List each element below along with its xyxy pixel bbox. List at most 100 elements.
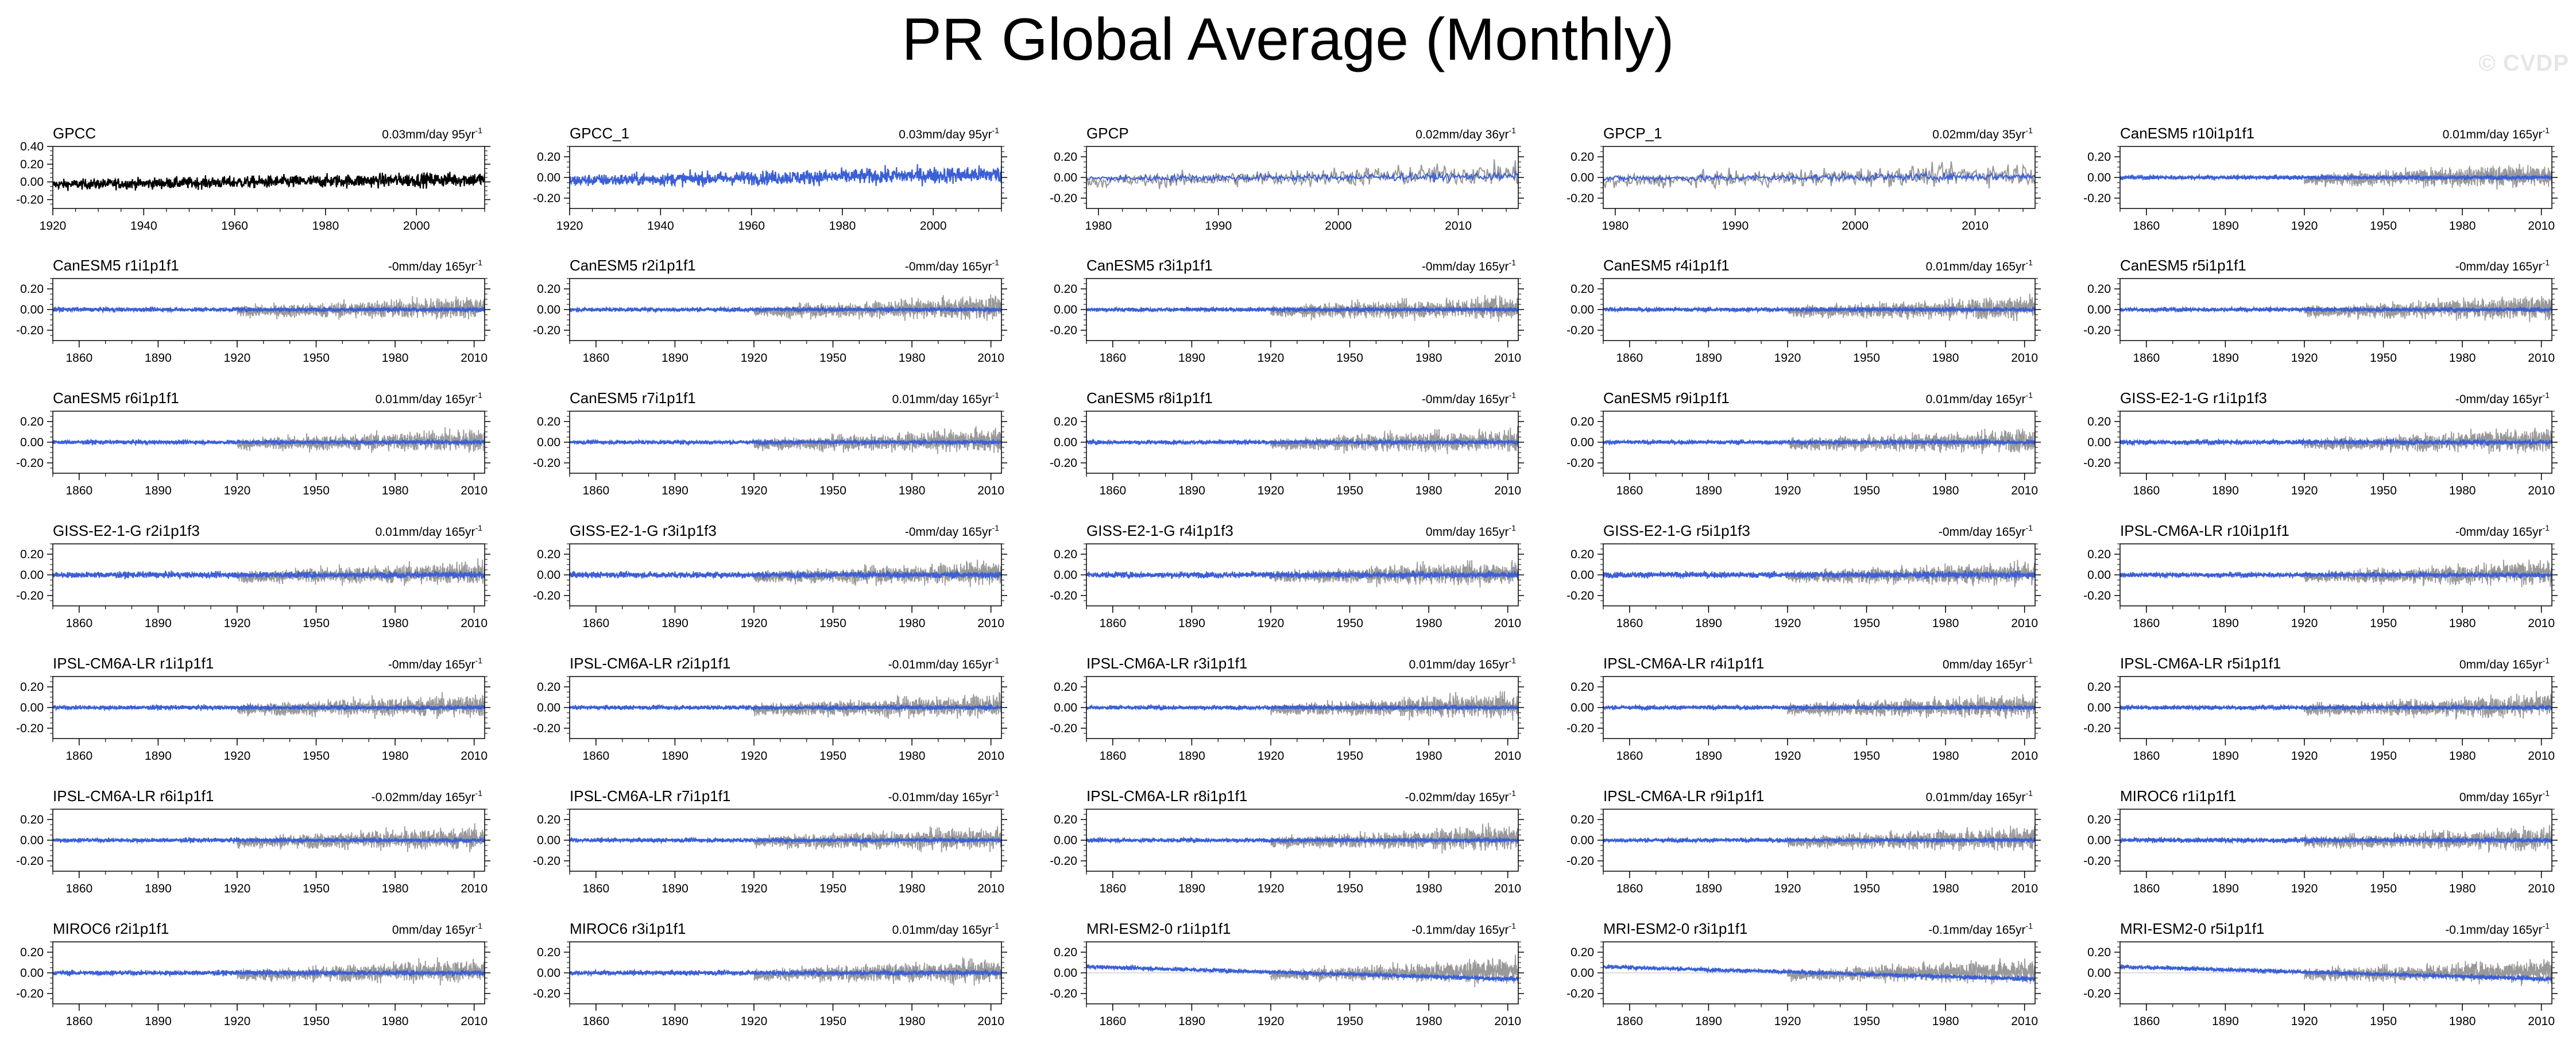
series-line (2120, 703, 2552, 712)
y-tick-label: 0.20 (1054, 813, 1077, 826)
panel-trend: 0.01mm/day 165yr-1 (376, 523, 483, 539)
x-tick-label: 2010 (2528, 882, 2555, 895)
obs-series-line (237, 427, 485, 453)
x-tick-label: 2010 (2011, 484, 2038, 497)
x-tick-label: 1950 (1853, 617, 1880, 630)
x-tick-label: 1950 (1336, 1015, 1363, 1028)
x-tick-label: 1890 (145, 882, 172, 895)
x-tick-label: 1860 (65, 617, 92, 630)
x-tick-label: 1860 (1616, 351, 1643, 365)
y-tick-label: 0.20 (1571, 283, 1594, 296)
panel-title: IPSL-CM6A-LR r4i1p1f1 (1603, 655, 1764, 672)
x-tick-label: 1860 (65, 351, 92, 365)
series-line (570, 570, 1001, 580)
y-tick-label: 0.00 (20, 436, 44, 449)
panel: GPCP_1 0.02mm/day 35yr-1 1980 1990 2000 2010 -… (1567, 125, 2041, 233)
x-tick-label: 2010 (461, 617, 488, 630)
panel-title: CanESM5 r3i1p1f1 (1086, 257, 1213, 274)
x-tick-label: 1920 (1774, 749, 1801, 763)
series-line (2120, 964, 2552, 983)
x-tick-label: 1980 (2449, 617, 2476, 630)
y-tick-label: 0.00 (20, 834, 44, 847)
panel: MRI-ESM2-0 r3i1p1f1 -0.1mm/day 165yr-1 186… (1567, 920, 2041, 1028)
y-tick-label: 0.00 (1054, 967, 1077, 980)
y-tick-label: 0.20 (1054, 681, 1077, 694)
y-tick-label: 0.00 (1571, 171, 1594, 184)
x-tick-label: 1920 (1258, 617, 1285, 630)
series-line (1086, 169, 1518, 184)
panel-title: IPSL-CM6A-LR r6i1p1f1 (53, 787, 214, 805)
panel-trend: -0.01mm/day 165yr-1 (888, 656, 1000, 671)
y-tick-label: -0.20 (533, 457, 560, 470)
x-tick-label: 2010 (2528, 484, 2555, 497)
x-tick-label: 1920 (224, 1015, 251, 1028)
y-tick-label: 0.20 (20, 946, 44, 959)
panel: IPSL-CM6A-LR r5i1p1f1 0mm/day 165yr-1 1860… (2083, 655, 2558, 763)
x-tick-label: 1960 (738, 219, 765, 233)
panel-trend: 0.01mm/day 165yr-1 (1926, 789, 2033, 804)
panel-title: CanESM5 r8i1p1f1 (1086, 389, 1213, 407)
y-tick-label: -0.20 (16, 722, 44, 735)
x-tick-label: 1950 (2370, 219, 2397, 233)
x-tick-label: 2010 (461, 749, 488, 763)
panel: CanESM5 r5i1p1f1 -0mm/day 165yr-1 1860 1890… (2083, 257, 2558, 365)
obs-series-line (1270, 822, 1518, 854)
x-tick-label: 1980 (2449, 1015, 2476, 1028)
y-tick-label: -0.20 (533, 324, 560, 337)
x-tick-label: 1980 (382, 484, 409, 497)
panel-title: MRI-ESM2-0 r5i1p1f1 (2120, 920, 2264, 937)
x-tick-label: 1890 (1695, 1015, 1722, 1028)
panel-title: IPSL-CM6A-LR r2i1p1f1 (570, 655, 730, 672)
x-tick-label: 1860 (1616, 617, 1643, 630)
y-tick-label: -0.20 (1050, 457, 1077, 470)
x-tick-label: 2010 (977, 617, 1004, 630)
x-tick-label: 1920 (1774, 617, 1801, 630)
x-tick-label: 2000 (920, 219, 947, 233)
x-tick-label: 2010 (461, 484, 488, 497)
panel: GPCC_1 0.03mm/day 95yr-1 1920 1940 1960 1980 2… (533, 125, 1007, 233)
x-tick-label: 1860 (582, 749, 609, 763)
chart-title: PR Global Average (Monthly) (902, 6, 1674, 73)
x-tick-label: 1950 (303, 484, 330, 497)
x-tick-label: 1920 (1258, 1015, 1285, 1028)
x-tick-label: 1860 (582, 351, 609, 365)
y-tick-label: 0.00 (2087, 967, 2111, 980)
panel: IPSL-CM6A-LR r2i1p1f1 -0.01mm/day 165yr-1… (533, 655, 1007, 763)
panel: GISS-E2-1-G r4i1p1f3 0mm/day 165yr-1 1860 1… (1050, 522, 1524, 630)
y-tick-label: 0.00 (2087, 436, 2111, 449)
y-tick-label: 0.00 (537, 303, 560, 316)
y-tick-label: -0.20 (2083, 192, 2111, 205)
x-tick-label: 1920 (556, 219, 583, 233)
panel-trend: -0mm/day 165yr-1 (1939, 523, 2033, 539)
panel-trend: -0.1mm/day 165yr-1 (1411, 921, 1516, 937)
x-tick-label: 2010 (2528, 219, 2555, 233)
x-tick-label: 1980 (2449, 882, 2476, 895)
y-tick-label: 0.20 (20, 681, 44, 694)
panel-title: GPCC_1 (570, 125, 629, 142)
x-tick-label: 1860 (1099, 882, 1126, 895)
y-tick-label: 0.20 (2087, 283, 2111, 296)
y-tick-label: 0.20 (1054, 548, 1077, 561)
x-tick-label: 1860 (1099, 749, 1126, 763)
x-tick-label: 1920 (224, 617, 251, 630)
panel-trend: 0.01mm/day 165yr-1 (376, 391, 483, 406)
x-tick-label: 2010 (2011, 617, 2038, 630)
y-tick-label: 0.20 (1054, 946, 1077, 959)
series-line (53, 836, 485, 845)
x-tick-label: 1950 (303, 882, 330, 895)
series-line (2120, 437, 2552, 447)
panel-title: CanESM5 r2i1p1f1 (570, 257, 696, 274)
x-tick-label: 1980 (1932, 484, 1959, 497)
panel-trend: -0mm/day 165yr-1 (2455, 523, 2550, 539)
x-tick-label: 1920 (741, 749, 768, 763)
panel: CanESM5 r4i1p1f1 0.01mm/day 165yr-1 1860 18… (1567, 257, 2041, 365)
x-tick-label: 1890 (2212, 1015, 2239, 1028)
y-tick-label: -0.20 (533, 722, 560, 735)
x-tick-label: 1920 (1258, 749, 1285, 763)
x-tick-label: 1950 (1336, 351, 1363, 365)
x-tick-label: 1920 (224, 749, 251, 763)
y-tick-label: 0.00 (1571, 303, 1594, 316)
panel-trend: -0.1mm/day 165yr-1 (2445, 921, 2550, 937)
x-tick-label: 1860 (582, 484, 609, 497)
panel: MIROC6 r3i1p1f1 0.01mm/day 165yr-1 1860 189… (533, 920, 1007, 1028)
